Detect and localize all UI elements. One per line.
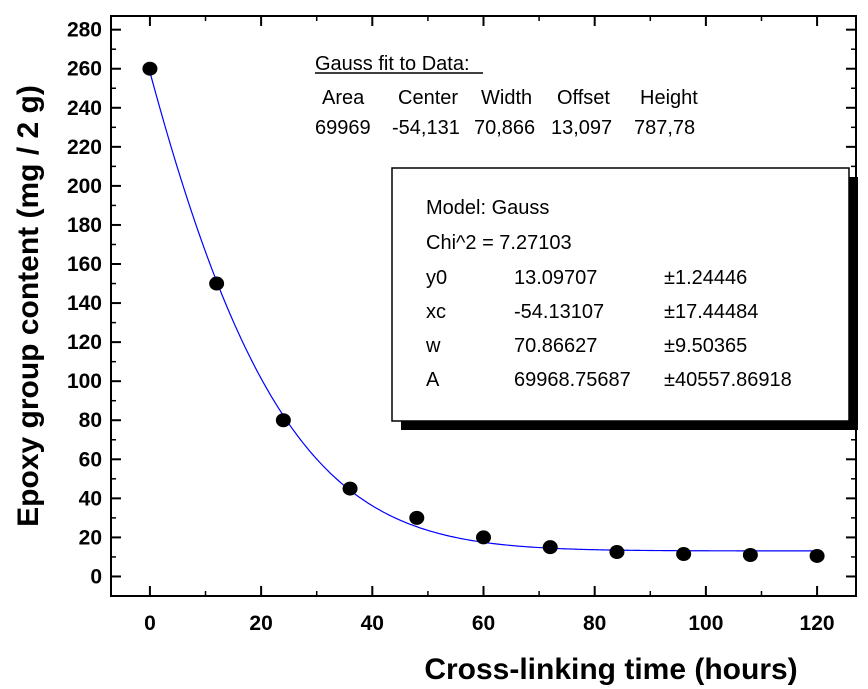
fit-header-center: Center [398, 87, 458, 109]
data-point [742, 547, 758, 562]
fit-title: Gauss fit to Data: [315, 53, 470, 75]
param-name-xc: xc [426, 301, 446, 323]
y-tick-label: 120 [67, 331, 102, 354]
y-tick-label: 60 [79, 448, 102, 471]
y-tick-label: 40 [79, 487, 102, 510]
fit-header-offset: Offset [557, 87, 610, 109]
x-tick-label: 20 [249, 612, 272, 635]
param-name-y0: y0 [426, 267, 447, 289]
model-chi2: Chi^2 = 7.27103 [426, 232, 572, 254]
y-tick-label: 20 [79, 526, 102, 549]
data-point [275, 413, 291, 428]
model-name: Model: Gauss [426, 197, 549, 219]
data-point [609, 545, 625, 560]
param-error-xc: ±17.44484 [664, 301, 758, 323]
data-point [676, 547, 692, 562]
fit-value-area: 69969 [315, 117, 371, 139]
y-tick-label: 0 [90, 565, 102, 588]
y-tick-label: 80 [79, 409, 102, 432]
data-point [409, 510, 425, 525]
fit-header-width: Width [481, 87, 532, 109]
y-tick-label: 280 [67, 19, 102, 42]
y-axis-title: Epoxy group content (mg / 2 g) [12, 85, 45, 527]
y-tick-label: 160 [67, 253, 102, 276]
fit-value-width: 70,866 [474, 117, 535, 139]
param-name-w: w [425, 335, 441, 357]
y-tick-label: 140 [67, 292, 102, 315]
data-point [209, 276, 225, 291]
x-tick-label: 120 [800, 612, 835, 635]
x-tick-label: 0 [144, 612, 156, 635]
y-tick-label: 100 [67, 370, 102, 393]
data-point [142, 61, 158, 76]
x-tick-label: 80 [583, 612, 606, 635]
model-box-panel [391, 167, 850, 422]
fit-summary: Gauss fit to Data: Area Center Width Off… [315, 53, 698, 139]
x-tick-label: 100 [688, 612, 723, 635]
x-tick-label: 60 [472, 612, 495, 635]
y-tick-label: 200 [67, 175, 102, 198]
y-tick-label: 260 [67, 58, 102, 81]
data-points [142, 61, 825, 563]
data-point [809, 548, 825, 563]
param-error-a: ±40557.86918 [664, 369, 792, 391]
data-point [542, 540, 558, 555]
x-axis-title: Cross-linking time (hours) [424, 653, 797, 686]
data-point [342, 481, 358, 496]
y-tick-label: 180 [67, 214, 102, 237]
fit-value-offset: 13,097 [551, 117, 612, 139]
fit-header-area: Area [322, 87, 365, 109]
y-tick-label: 240 [67, 97, 102, 120]
data-point [476, 530, 491, 545]
param-value-w: 70.86627 [514, 335, 597, 357]
y-tick-label: 220 [67, 136, 102, 159]
param-value-xc: -54.13107 [514, 301, 604, 323]
param-value-y0: 13.09707 [514, 267, 597, 289]
ticks: 0 20 40 60 80 100 120 0 20 40 60 80 100 120 140 160 180 2… [67, 16, 856, 635]
fit-value-height: 787,78 [634, 117, 695, 139]
fit-value-center: -54,131 [392, 117, 460, 139]
param-value-a: 69968.75687 [514, 369, 631, 391]
model-box: Model: Gauss Chi^2 = 7.27103 y0 13.09707… [391, 167, 858, 430]
x-tick-label: 40 [361, 612, 384, 635]
param-name-a: A [426, 369, 440, 391]
param-error-y0: ±1.24446 [664, 267, 747, 289]
param-error-w: ±9.50365 [664, 335, 747, 357]
fit-header-height: Height [640, 87, 698, 109]
